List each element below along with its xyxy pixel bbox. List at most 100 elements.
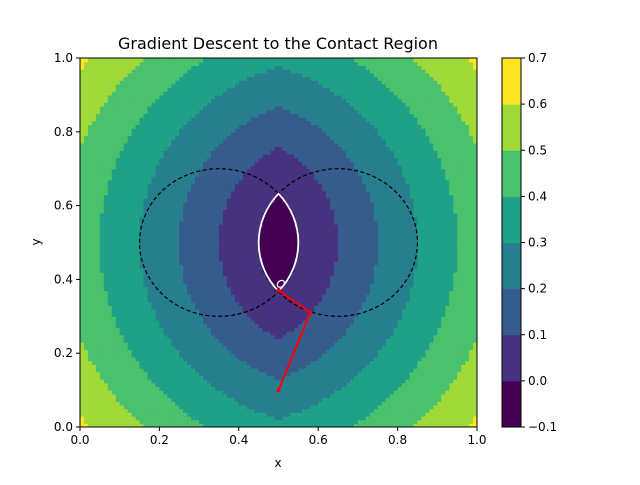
contour-cell bbox=[270, 408, 276, 413]
contour-cell bbox=[425, 319, 430, 325]
contour-cell bbox=[131, 279, 137, 284]
contour-cell bbox=[218, 246, 224, 251]
contour-cell bbox=[357, 264, 363, 269]
contour-cell bbox=[270, 349, 276, 354]
contour-cell bbox=[453, 349, 458, 354]
contour-cell bbox=[270, 327, 276, 332]
contour-cell bbox=[151, 415, 157, 421]
contour-cell bbox=[191, 305, 196, 310]
contour-cell bbox=[274, 297, 280, 303]
contour-cell bbox=[234, 401, 240, 406]
contour-cell bbox=[159, 308, 164, 314]
contour-cell bbox=[377, 327, 383, 332]
contour-cell bbox=[242, 290, 248, 295]
contour-cell bbox=[199, 408, 204, 413]
contour-cell bbox=[91, 334, 97, 340]
contour-cell bbox=[203, 390, 208, 395]
contour-cell bbox=[207, 390, 212, 395]
contour-cell bbox=[250, 338, 256, 343]
contour-cell bbox=[353, 342, 359, 347]
contour-cell bbox=[250, 279, 256, 284]
contour-cell bbox=[95, 364, 101, 369]
contour-cell bbox=[445, 323, 450, 328]
contour-cell bbox=[373, 415, 379, 421]
contour-cell bbox=[389, 345, 395, 351]
contour-cell bbox=[429, 382, 434, 388]
contour-cell bbox=[95, 401, 101, 406]
contour-cell bbox=[103, 419, 109, 424]
contour-cell bbox=[107, 342, 113, 347]
contour-cell bbox=[266, 242, 272, 247]
contour-cell bbox=[353, 312, 359, 317]
contour-cell bbox=[80, 382, 85, 388]
contour-cell bbox=[298, 408, 303, 413]
contour-cell bbox=[393, 323, 399, 328]
contour-cell bbox=[155, 412, 160, 417]
contour-cell bbox=[167, 393, 172, 399]
contour-cell bbox=[302, 338, 307, 343]
contour-cell bbox=[433, 253, 438, 258]
contour-cell bbox=[234, 249, 240, 255]
contour-cell bbox=[175, 260, 180, 266]
contour-cell bbox=[381, 371, 387, 376]
contour-cell bbox=[83, 264, 89, 269]
contour-cell bbox=[266, 279, 272, 284]
contour-cell bbox=[349, 283, 355, 288]
contour-cell bbox=[322, 404, 327, 410]
contour-cell bbox=[298, 401, 303, 406]
contour-cell bbox=[349, 360, 355, 365]
contour-cell bbox=[99, 242, 105, 247]
contour-cell bbox=[401, 331, 407, 336]
contour-cell bbox=[330, 345, 335, 351]
contour-cell bbox=[353, 349, 359, 354]
contour-cell bbox=[266, 423, 272, 427]
contour-cell bbox=[171, 290, 176, 295]
contour-cell bbox=[429, 242, 434, 247]
contour-cell bbox=[226, 246, 232, 251]
contour-cell bbox=[103, 268, 109, 273]
contour-cell bbox=[95, 312, 101, 317]
contour-cell bbox=[469, 342, 474, 347]
contour-cell bbox=[385, 412, 391, 417]
contour-cell bbox=[401, 272, 407, 277]
contour-cell bbox=[135, 386, 141, 391]
contour-cell bbox=[397, 242, 403, 247]
contour-cell bbox=[107, 301, 113, 306]
contour-cell bbox=[139, 364, 145, 369]
contour-cell bbox=[429, 386, 434, 391]
contour-cell bbox=[409, 290, 415, 295]
contour-cell bbox=[417, 415, 423, 421]
contour-cell bbox=[286, 342, 292, 347]
contour-cell bbox=[326, 364, 331, 369]
contour-cell bbox=[80, 367, 85, 373]
contour-cell bbox=[473, 379, 477, 384]
contour-cell bbox=[349, 397, 355, 402]
contour-cell bbox=[314, 353, 319, 358]
contour-cell bbox=[147, 323, 153, 328]
contour-cell bbox=[179, 260, 184, 266]
contour-cell bbox=[338, 338, 343, 343]
contour-cell bbox=[342, 423, 347, 427]
contour-cell bbox=[417, 294, 423, 299]
contour-cell bbox=[441, 342, 446, 347]
contour-cell bbox=[111, 382, 117, 388]
contour-cell bbox=[179, 349, 184, 354]
contour-cell bbox=[99, 301, 105, 306]
contour-cell bbox=[254, 345, 260, 351]
contour-cell bbox=[345, 345, 351, 351]
contour-cell bbox=[195, 338, 200, 343]
contour-cell bbox=[135, 275, 141, 280]
contour-cell bbox=[473, 371, 477, 376]
contour-cell bbox=[338, 301, 343, 306]
contour-cell bbox=[222, 305, 228, 310]
contour-cell bbox=[127, 283, 133, 288]
contour-cell bbox=[338, 349, 343, 354]
contour-cell bbox=[254, 297, 260, 303]
contour-cell bbox=[377, 404, 383, 410]
contour-cell bbox=[139, 356, 145, 362]
contour-cell bbox=[290, 294, 295, 299]
contour-cell bbox=[326, 353, 331, 358]
contour-cell bbox=[123, 297, 129, 303]
contour-cell bbox=[453, 260, 458, 266]
contour-cell bbox=[357, 338, 363, 343]
